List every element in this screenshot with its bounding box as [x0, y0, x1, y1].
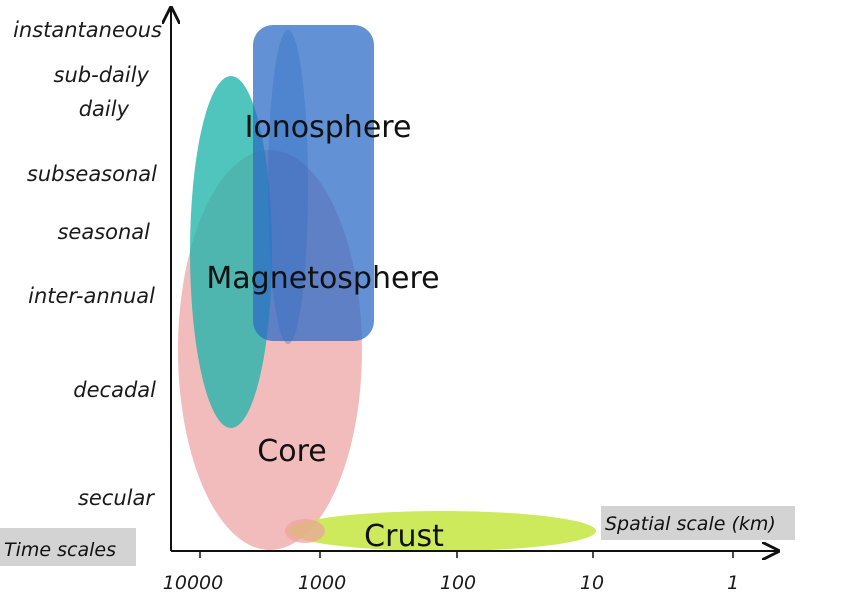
- time-label-secular: secular: [78, 486, 155, 510]
- time-scales-title-box: [0, 528, 136, 566]
- crust-region: [288, 511, 596, 551]
- ionosphere-region: [253, 25, 374, 341]
- spatial-tick-100: 100: [440, 572, 476, 594]
- time-label-subseasonal: subseasonal: [27, 162, 157, 186]
- time-scales-title: Time scales: [4, 539, 116, 561]
- ionosphere-label: Ionosphere: [245, 110, 412, 145]
- ionosphere-inner-band: [268, 30, 308, 344]
- core-label: Core: [257, 434, 326, 469]
- time-label-decadal: decadal: [73, 378, 156, 402]
- spatial-scale-title: Spatial scale (km): [605, 513, 776, 535]
- spatial-tick-10: 10: [580, 572, 604, 594]
- time-label-daily: daily: [79, 97, 130, 121]
- time-label-seasonal: seasonal: [57, 220, 150, 244]
- spatial-tick-1: 1: [727, 572, 739, 594]
- crust-label: Crust: [364, 519, 444, 554]
- magnetosphere-region: [190, 76, 272, 428]
- magnetosphere-label: Magnetosphere: [206, 261, 439, 296]
- time-label-inter-annual: inter-annual: [28, 284, 155, 308]
- spatial-ticks: [199, 551, 734, 558]
- spatial-tick-1000: 1000: [298, 572, 346, 594]
- spatial-scale-title-box: [601, 506, 795, 540]
- crust-core-overlap: [285, 519, 325, 543]
- spatial-tick-10000: 10000: [163, 572, 223, 594]
- time-label-sub-daily: sub-daily: [54, 63, 150, 87]
- time-label-instantaneous: instantaneous: [13, 18, 162, 42]
